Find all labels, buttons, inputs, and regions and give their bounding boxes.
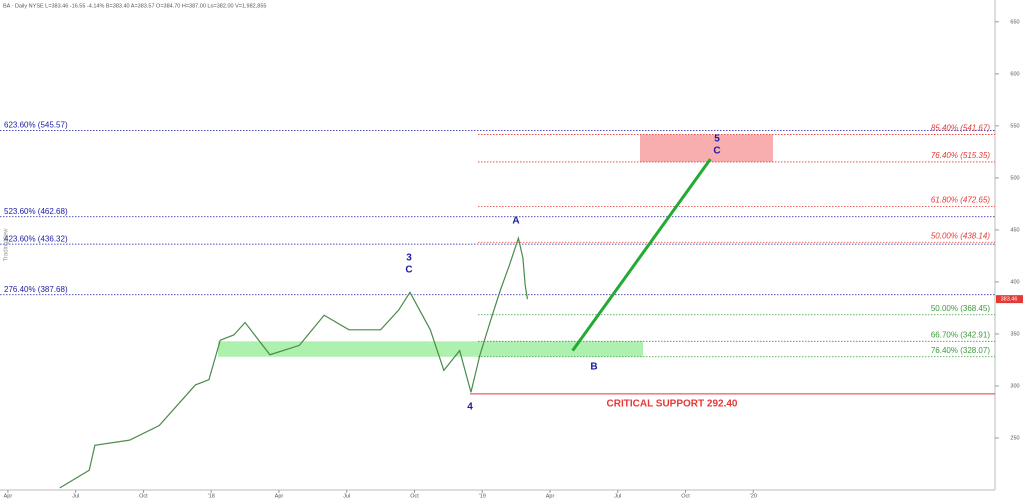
price-line bbox=[59, 236, 529, 489]
x-tick-label: Oct bbox=[139, 493, 148, 499]
wave-label: 4 bbox=[467, 402, 473, 413]
price-tag bbox=[996, 295, 1023, 304]
x-tick-label: Apr bbox=[546, 493, 555, 499]
support-zone bbox=[218, 341, 643, 357]
x-tick-label: '20 bbox=[750, 493, 757, 499]
wave-label: C bbox=[713, 146, 720, 157]
fib-label: 523.60% (462.68) bbox=[4, 207, 68, 216]
fib-label: 423.60% (436.32) bbox=[4, 234, 68, 243]
wave-label: C bbox=[405, 265, 412, 276]
x-tick-label: Apr bbox=[275, 493, 284, 499]
y-tick-label: 500 bbox=[1010, 175, 1019, 181]
y-tick-label: 400 bbox=[1010, 279, 1019, 285]
x-tick-label: Jul bbox=[343, 493, 350, 499]
wave-label: 3 bbox=[406, 253, 412, 264]
fib-label: 623.60% (545.57) bbox=[4, 121, 68, 130]
fib-label: 66.70% (342.91) bbox=[931, 330, 990, 339]
header: BA · Daily NYSE L=383.46 -16.55 -4.14% B… bbox=[3, 3, 266, 9]
x-tick-label: Jul bbox=[614, 493, 621, 499]
fib-label: 85.40% (541.67) bbox=[931, 124, 990, 133]
target-zone bbox=[640, 134, 773, 162]
fib-label: 76.40% (515.35) bbox=[931, 151, 990, 160]
watermark: TradingView bbox=[4, 228, 10, 262]
y-tick-label: 450 bbox=[1010, 227, 1019, 233]
wave-label: 5 bbox=[714, 134, 720, 145]
fib-label: 61.80% (472.65) bbox=[931, 195, 990, 204]
x-tick-label: '19 bbox=[479, 493, 486, 499]
fib-label: 50.00% (368.45) bbox=[931, 304, 990, 313]
fib-label: 76.40% (328.07) bbox=[931, 346, 990, 355]
y-tick-label: 250 bbox=[1010, 435, 1019, 441]
y-tick-label: 650 bbox=[1010, 19, 1019, 25]
wave-label: B bbox=[590, 362, 597, 373]
y-tick-label: 600 bbox=[1010, 71, 1019, 77]
y-tick-label: 350 bbox=[1010, 331, 1019, 337]
fib-label: 276.40% (387.68) bbox=[4, 285, 68, 294]
x-tick-label: '18 bbox=[208, 493, 215, 499]
x-tick-label: Jul bbox=[72, 493, 79, 499]
y-tick-label: 550 bbox=[1010, 123, 1019, 129]
x-tick-label: Oct bbox=[410, 493, 419, 499]
fib-label: 50.00% (438.14) bbox=[931, 231, 990, 240]
y-tick-label: 300 bbox=[1010, 383, 1019, 389]
wave-label: A bbox=[512, 216, 519, 227]
projection-line bbox=[571, 158, 712, 352]
support-label: CRITICAL SUPPORT 292.40 bbox=[607, 399, 738, 410]
x-tick-label: Apr bbox=[4, 493, 13, 499]
x-tick-label: Oct bbox=[681, 493, 690, 499]
price-tag-label: 383.46 bbox=[1001, 297, 1018, 303]
